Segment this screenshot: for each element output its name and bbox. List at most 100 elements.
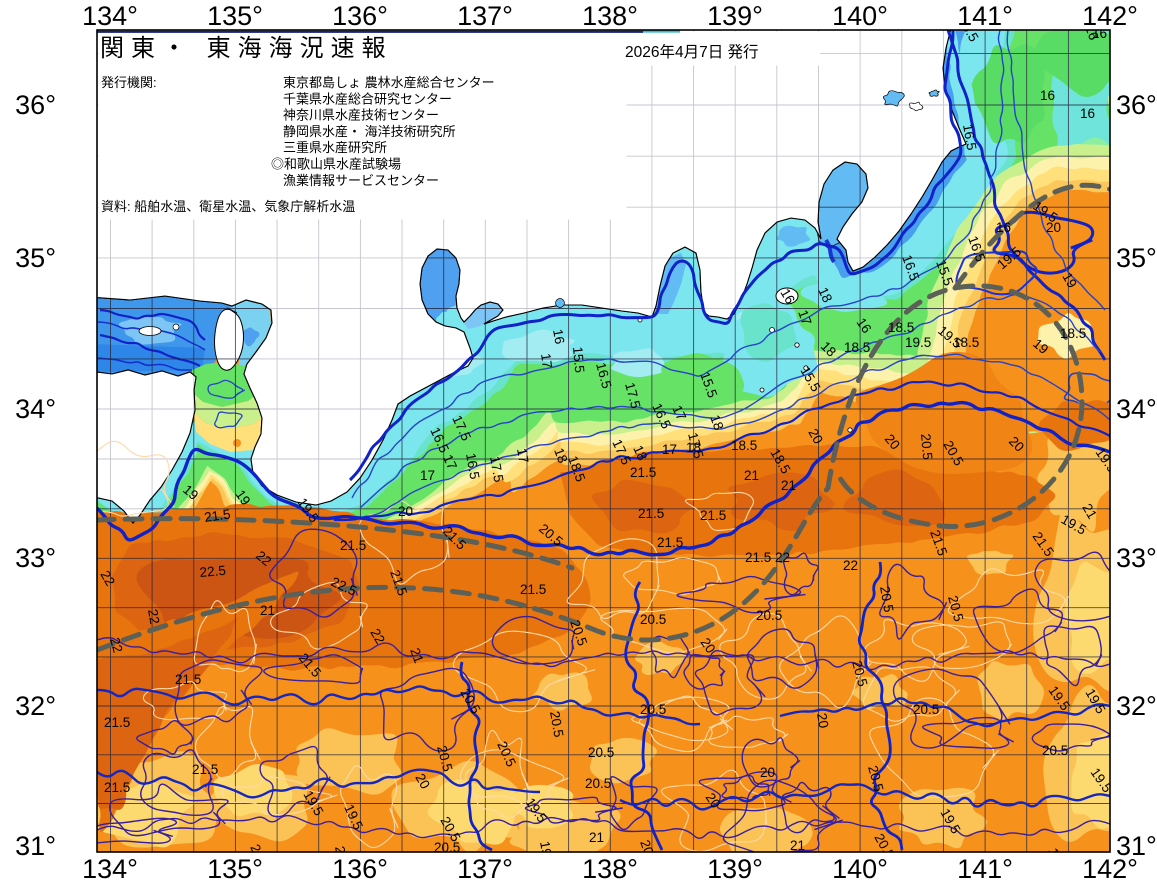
svg-text:神奈川県水産技術センター: 神奈川県水産技術センター [283, 108, 439, 123]
svg-text:三重県水産研究所: 三重県水産研究所 [283, 140, 387, 155]
svg-text:20.5: 20.5 [945, 594, 966, 623]
svg-text:20.5: 20.5 [756, 608, 782, 623]
svg-text:20: 20 [703, 790, 724, 811]
svg-text:20: 20 [412, 771, 433, 792]
svg-text:20: 20 [698, 635, 719, 656]
svg-text:135°: 135° [207, 1, 263, 31]
svg-text:20: 20 [805, 426, 826, 447]
svg-text:18: 18 [815, 285, 835, 305]
svg-text:22: 22 [367, 626, 388, 647]
svg-text:21.5: 21.5 [700, 508, 726, 523]
svg-text:発行機関:: 発行機関: [101, 75, 157, 90]
svg-text:20.5: 20.5 [585, 776, 611, 791]
svg-text:19: 19 [1059, 270, 1080, 291]
svg-text:142°: 142° [1082, 1, 1138, 31]
svg-text:20.5: 20.5 [588, 745, 614, 760]
svg-text:22: 22 [97, 568, 118, 589]
svg-text:18.5: 18.5 [888, 320, 914, 335]
svg-text:21.5: 21.5 [638, 506, 664, 521]
svg-text:140°: 140° [832, 1, 888, 31]
svg-text:21: 21 [407, 646, 426, 665]
svg-text:東京都島しょ 農林水産総合センター: 東京都島しょ 農林水産総合センター [283, 75, 495, 90]
svg-text:139°: 139° [707, 854, 763, 882]
svg-text:16.5: 16.5 [463, 452, 482, 480]
svg-text:138°: 138° [582, 1, 638, 31]
svg-text:20.5: 20.5 [877, 585, 896, 613]
svg-text:20: 20 [814, 712, 831, 729]
svg-text:17.5: 17.5 [622, 381, 643, 410]
svg-text:140°: 140° [832, 854, 888, 882]
svg-text:136°: 136° [332, 854, 388, 882]
svg-text:21: 21 [744, 468, 759, 483]
svg-text:20.5: 20.5 [640, 702, 666, 717]
svg-text:20.5: 20.5 [865, 764, 886, 793]
svg-text:35°: 35° [15, 243, 56, 273]
svg-text:16: 16 [1092, 26, 1107, 41]
svg-text:33°: 33° [15, 543, 56, 573]
svg-text:33°: 33° [1116, 543, 1157, 573]
svg-text:139°: 139° [707, 1, 763, 31]
svg-text:19: 19 [1030, 336, 1051, 357]
svg-text:15.5: 15.5 [570, 346, 587, 373]
svg-text:17.5: 17.5 [685, 431, 706, 460]
svg-text:17.5: 17.5 [487, 455, 506, 483]
svg-text:16: 16 [1040, 88, 1055, 103]
svg-text:21: 21 [790, 838, 805, 853]
svg-text:36°: 36° [1116, 90, 1157, 120]
svg-text:31°: 31° [1116, 831, 1157, 861]
svg-text:21.5: 21.5 [657, 535, 683, 550]
svg-text:141°: 141° [957, 1, 1013, 31]
svg-text:22: 22 [843, 558, 858, 573]
svg-text:20: 20 [760, 765, 775, 780]
svg-text:17: 17 [662, 442, 677, 457]
svg-text:19.5: 19.5 [1045, 846, 1068, 876]
svg-text:18: 18 [686, 440, 701, 455]
svg-text:16.5: 16.5 [593, 361, 614, 390]
svg-text:20.5: 20.5 [913, 702, 939, 717]
svg-text:20.5: 20.5 [547, 710, 566, 738]
svg-text:関東・ 東海海況速報: 関東・ 東海海況速報 [100, 35, 393, 62]
svg-text:21.5 22: 21.5 22 [745, 550, 790, 565]
svg-text:34°: 34° [15, 394, 56, 424]
svg-text:21.5: 21.5 [340, 538, 366, 553]
svg-text:138°: 138° [582, 854, 638, 882]
svg-text:17: 17 [669, 403, 689, 423]
svg-text:141°: 141° [957, 854, 1013, 882]
svg-text:20: 20 [332, 845, 349, 862]
svg-text:19.5: 19.5 [537, 840, 556, 868]
svg-text:136°: 136° [332, 1, 388, 31]
svg-text:16: 16 [854, 315, 875, 336]
svg-text:16: 16 [550, 328, 567, 345]
svg-text:134°: 134° [82, 854, 138, 882]
svg-text:18.5: 18.5 [953, 335, 979, 350]
svg-text:資料: 船舶水温、衛星水温、気象庁解析水温: 資料: 船舶水温、衛星水温、気象庁解析水温 [101, 199, 355, 214]
svg-text:32°: 32° [15, 691, 56, 721]
svg-text:31°: 31° [15, 831, 56, 861]
svg-text:19: 19 [233, 487, 254, 508]
svg-text:20.5: 20.5 [640, 612, 666, 627]
svg-text:21.5: 21.5 [104, 780, 130, 795]
svg-text:32°: 32° [1116, 691, 1157, 721]
svg-text:21: 21 [781, 478, 796, 493]
svg-text:21.5: 21.5 [203, 506, 231, 525]
svg-text:千葉県水産総合研究センター: 千葉県水産総合研究センター [283, 91, 452, 106]
svg-text:137°: 137° [457, 854, 513, 882]
svg-text:20.5: 20.5 [849, 659, 870, 688]
svg-text:22.5: 22.5 [199, 563, 226, 580]
svg-text:35°: 35° [1116, 243, 1157, 273]
svg-text:19: 19 [180, 482, 201, 503]
svg-text:22: 22 [253, 548, 274, 569]
svg-text:19.5: 19.5 [905, 335, 931, 350]
svg-text:18.5: 18.5 [1060, 326, 1086, 341]
svg-text:18.5: 18.5 [844, 340, 870, 355]
svg-text:17: 17 [514, 447, 531, 464]
svg-text:16: 16 [777, 286, 798, 307]
svg-text:17: 17 [420, 468, 435, 483]
svg-text:16.5: 16.5 [960, 123, 979, 151]
svg-text:20.5: 20.5 [434, 840, 460, 855]
svg-text:21: 21 [260, 603, 275, 618]
svg-text:21.5: 21.5 [630, 465, 656, 480]
svg-text:135°: 135° [207, 854, 263, 882]
svg-text:18: 18 [630, 443, 650, 463]
svg-text:142°: 142° [1082, 854, 1138, 882]
